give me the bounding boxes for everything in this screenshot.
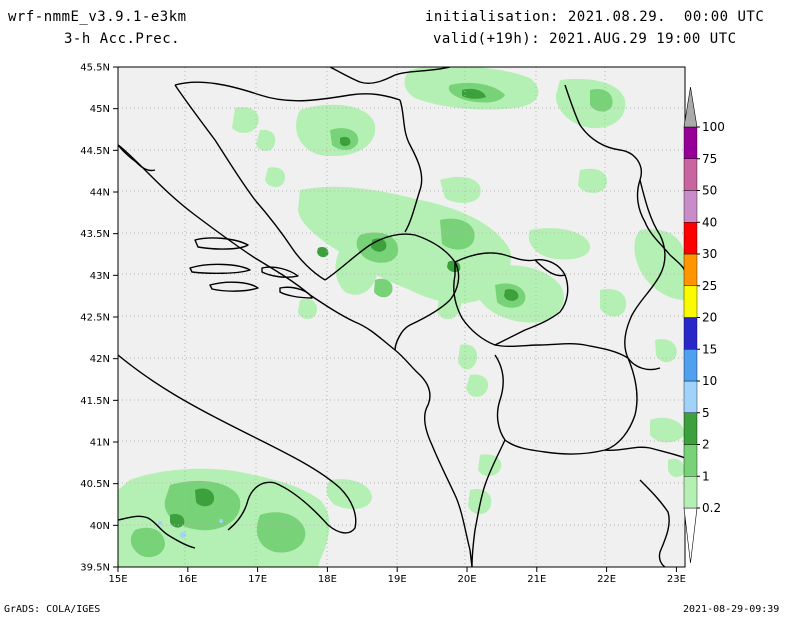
lon-tick-label: 15E xyxy=(108,574,127,585)
legend-below-wedge xyxy=(683,507,698,564)
border-bosnia-croatia xyxy=(174,84,326,281)
legend-color-box xyxy=(683,285,698,318)
lon-tick-label: 17E xyxy=(248,574,267,585)
border-bosnia-north xyxy=(174,81,401,102)
legend-label: 5 xyxy=(702,406,710,420)
border-north-macedonia xyxy=(494,342,638,455)
legend-label: 15 xyxy=(702,342,717,356)
lat-tick-label: 42.5N xyxy=(80,313,110,324)
coastline-istria xyxy=(118,144,156,172)
lon-tick-label: 20E xyxy=(457,574,476,585)
credit-label: GrADS: COLA/IGES xyxy=(4,604,101,615)
legend-label: 25 xyxy=(702,279,717,293)
lon-tick-label: 21E xyxy=(527,574,546,585)
init-time: initialisation: 2021.08.29. 00:00 UTC xyxy=(425,9,765,25)
legend-label: 50 xyxy=(702,184,717,198)
lat-tick-label: 43N xyxy=(90,271,110,282)
legend-color-box xyxy=(683,253,698,286)
valid-time: valid(+19h): 2021.AUG.29 19:00 UTC xyxy=(433,31,737,47)
island-2 xyxy=(189,263,251,275)
legend-color-box xyxy=(683,222,698,255)
legend-color-box xyxy=(683,190,698,223)
coastline-gulf xyxy=(118,515,196,549)
lat-tick-label: 40.5N xyxy=(80,479,110,490)
border-greece-bulgaria xyxy=(604,446,685,459)
legend-label: 0.2 xyxy=(702,501,721,515)
coastline-italy xyxy=(118,354,357,534)
lat-tick-label: 44.5N xyxy=(80,146,110,157)
legend-color-box xyxy=(683,317,698,350)
border-bosnia-serbia xyxy=(399,99,423,233)
lat-tick-label: 41N xyxy=(90,438,110,449)
island-5 xyxy=(279,286,313,299)
lat-tick-label: 40N xyxy=(90,521,110,532)
model-title: wrf-nmmE_v3.9.1-e3km xyxy=(8,9,187,25)
lat-tick-label: 45N xyxy=(90,104,110,115)
border-serbia-bulgaria xyxy=(624,179,666,371)
longitude-axis: 15E 16E 17E 18E 19E 20E 21E 22E 23E xyxy=(108,567,686,585)
lat-tick-label: 39.5N xyxy=(80,563,110,574)
island-4 xyxy=(261,266,299,278)
lon-tick-label: 22E xyxy=(597,574,616,585)
legend-label: 20 xyxy=(702,311,717,325)
legend-above-wedge xyxy=(683,86,698,128)
lat-tick-label: 44N xyxy=(90,188,110,199)
border-kosovo xyxy=(453,252,569,346)
legend-color-box xyxy=(683,380,698,413)
legend-color-box xyxy=(683,444,698,477)
legend-label: 40 xyxy=(702,215,717,229)
lon-tick-label: 16E xyxy=(178,574,197,585)
lat-lon-grid xyxy=(118,67,685,567)
precip-intense-spots xyxy=(158,519,223,538)
legend-color-box xyxy=(683,476,698,509)
legend-color-box xyxy=(683,126,698,159)
coastline-adriatic xyxy=(118,144,473,567)
precip-heavy-areas xyxy=(170,88,519,528)
coastline-greece xyxy=(639,479,670,567)
island-3 xyxy=(209,281,259,292)
lat-tick-label: 45.5N xyxy=(80,63,110,74)
lon-tick-label: 23E xyxy=(667,574,686,585)
lon-tick-label: 18E xyxy=(318,574,337,585)
border-serbia-inner xyxy=(534,259,566,277)
legend-color-box xyxy=(683,158,698,191)
field-title: 3-h Acc.Prec. xyxy=(64,31,181,47)
latitude-axis: 45.5N 45N 44.5N 44N 43.5N 43N 42.5N 42N 41.5N 41N… xyxy=(80,63,118,574)
render-timestamp: 2021-08-29-09:39 xyxy=(683,604,780,615)
island-1 xyxy=(194,237,249,250)
legend-label: 1 xyxy=(702,469,710,483)
legend-label: 100 xyxy=(702,120,725,134)
legend-color-box xyxy=(683,412,698,445)
legend-label: 2 xyxy=(702,438,710,452)
border-croatia-north xyxy=(329,67,451,84)
lat-tick-label: 43.5N xyxy=(80,229,110,240)
border-albania-greece xyxy=(471,439,506,567)
lon-tick-label: 19E xyxy=(388,574,407,585)
legend-label: 30 xyxy=(702,247,717,261)
lat-tick-label: 42N xyxy=(90,354,110,365)
lat-tick-label: 41.5N xyxy=(80,396,110,407)
legend-label: 75 xyxy=(702,152,717,166)
legend-label: 10 xyxy=(702,374,717,388)
legend-color-box xyxy=(683,349,698,382)
